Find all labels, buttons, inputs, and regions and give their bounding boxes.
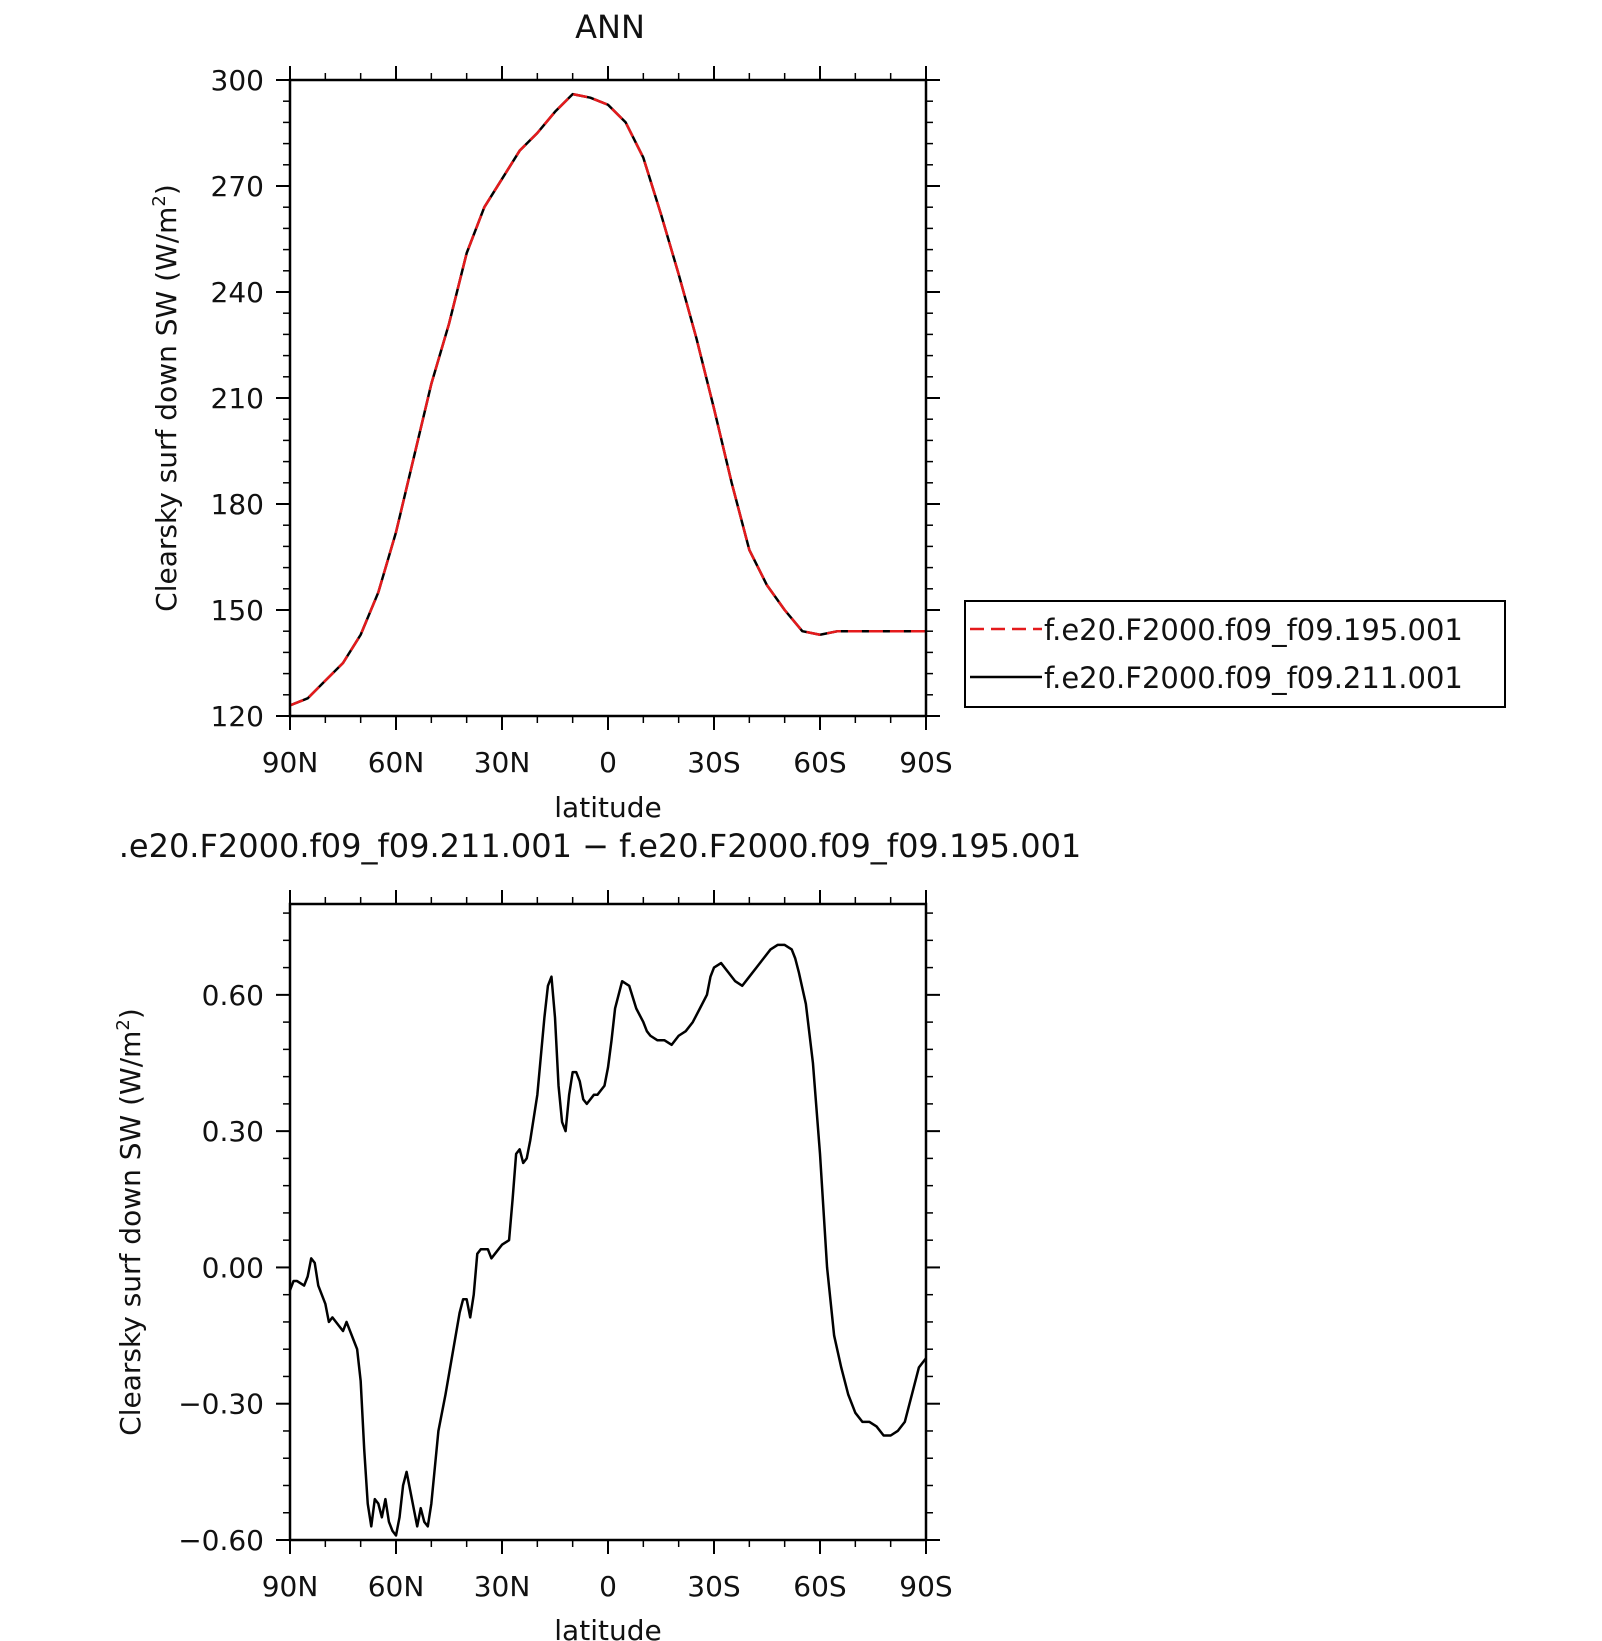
bottom-x-tick-label: 0 (599, 1570, 617, 1603)
bottom-y-tick-label: 0.60 (202, 979, 264, 1012)
bottom-y-axis-label-sup: 2 (113, 1019, 134, 1030)
bottom-x-tick-label: 90S (899, 1570, 952, 1603)
legend-box (964, 600, 1506, 708)
top-series-line-2 (289, 92, 926, 707)
bottom-y-axis-label: Clearsky surf down SW (W/m2) (113, 1008, 147, 1436)
bottom-chart-panel: .e20.F2000.f09_f09.211.001 − f.e20.F2000… (113, 827, 1081, 1641)
top-y-tick-label: 270 (211, 170, 264, 203)
top-x-tick-label: 60S (793, 746, 846, 779)
top-x-tick-label: 30S (687, 746, 740, 779)
bottom-x-axis-label: latitude (554, 1614, 661, 1641)
bottom-y-axis-label-main: Clearsky surf down SW (W/m (114, 1031, 147, 1436)
top-y-axis-label-sup: 2 (149, 195, 170, 206)
bottom-x-tick-label: 90N (262, 1570, 319, 1603)
top-x-axis-label: latitude (554, 791, 661, 824)
bottom-y-tick-label: 0.30 (202, 1115, 264, 1148)
bottom-y-tick-label: −0.60 (178, 1524, 264, 1557)
top-y-tick-label: 180 (211, 488, 264, 521)
top-chart-panel: ANN 120 150 180 210 240 270 300 90N 60N 30N 0 30S 6… (149, 8, 1506, 824)
legend-label-series-1: f.e20.F2000.f09_f09.195.001 (1044, 613, 1463, 647)
legend: f.e20.F2000.f09_f09.195.001 f.e20.F2000.… (964, 600, 1506, 708)
top-y-tick-label: 150 (211, 594, 264, 627)
top-series-line-1 (289, 92, 926, 707)
top-y-axis-label: Clearsky surf down SW (W/m2) (149, 184, 183, 612)
top-plot-frame (288, 78, 928, 718)
bottom-y-axis-label-close: ) (114, 1008, 147, 1019)
bottom-y-tick-label: 0.00 (202, 1251, 264, 1284)
bottom-x-tick-label: 60N (368, 1570, 425, 1603)
bottom-plot-frame (288, 902, 928, 1542)
bottom-y-tick-label: −0.30 (178, 1388, 264, 1421)
top-x-tick-label: 90N (262, 746, 319, 779)
top-y-tick-label: 210 (211, 382, 264, 415)
top-x-tick-label: 30N (474, 746, 531, 779)
top-y-tick-label: 120 (211, 700, 264, 733)
top-y-axis-label-main: Clearsky surf down SW (W/m (150, 207, 183, 612)
bottom-x-tick-label: 60S (793, 1570, 846, 1603)
bottom-x-tick-label: 30S (687, 1570, 740, 1603)
top-y-tick-label: 300 (211, 64, 264, 97)
bottom-x-tick-label: 30N (474, 1570, 531, 1603)
bottom-chart-title: .e20.F2000.f09_f09.211.001 − f.e20.F2000… (119, 827, 1082, 865)
top-x-tick-label: 60N (368, 746, 425, 779)
legend-label-series-2: f.e20.F2000.f09_f09.211.001 (1044, 661, 1463, 695)
top-y-tick-label: 240 (211, 276, 264, 309)
bottom-series-line-1 (288, 943, 927, 1537)
top-y-axis-label-close: ) (150, 184, 183, 195)
top-chart-title: ANN (575, 8, 645, 46)
top-x-tick-label: 0 (599, 746, 617, 779)
top-x-tick-label: 90S (899, 746, 952, 779)
